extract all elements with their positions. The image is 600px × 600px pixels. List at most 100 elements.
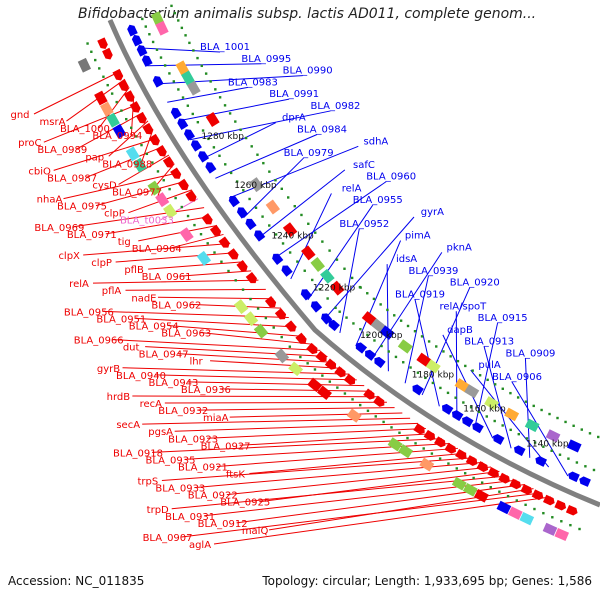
tick-dot [486,378,489,382]
gene-label-msra[interactable]: msrA [40,117,66,128]
tick-dot [170,4,173,8]
gene-label-bla-0912[interactable]: BLA_0912 [198,519,248,530]
gene-label-bla-0966[interactable]: BLA_0966 [74,336,124,347]
gene-label-bla-0991[interactable]: BLA_0991 [269,89,319,100]
gene-label-bla-0940[interactable]: BLA_0940 [116,371,166,382]
gene-label-clpp[interactable]: clpP [104,209,125,220]
gene-label-bla-0995[interactable]: BLA_0995 [241,54,291,65]
gene-label-bla-0923[interactable]: BLA_0923 [168,434,218,445]
gene-label-malq[interactable]: malQ [242,526,269,537]
gene-label-bla-0906[interactable]: BLA_0906 [492,372,542,383]
gene-label-bla-0933[interactable]: BLA_0933 [155,484,205,495]
gene-label-bla-0969[interactable]: BLA_0969 [34,223,84,234]
gene-label-bla-0979[interactable]: BLA_0979 [284,148,334,159]
gene-label-rela-spot[interactable]: relA/spoT [439,301,487,312]
gene-label-dapb[interactable]: dapB [447,325,473,336]
gene-block [361,311,377,326]
gene-label-bla-0983[interactable]: BLA_0983 [228,77,278,88]
gene-label-bla-0907[interactable]: BLA_0907 [143,533,193,544]
gene-label-bla-t0033[interactable]: BLA_t0033 [120,216,174,227]
gene-label-bla-0956[interactable]: BLA_0956 [64,307,114,318]
gene-label-pfla[interactable]: pflA [102,286,122,297]
gene-label-bla-0927[interactable]: BLA_0927 [201,441,251,452]
gene-label-tig[interactable]: tig [118,237,131,248]
gene-label-bla-0989[interactable]: BLA_0989 [37,145,87,156]
gene-label-rela[interactable]: relA [69,279,89,290]
gene-label-dpra[interactable]: dprA [282,113,306,124]
gene-label-idsa[interactable]: idsA [396,254,417,265]
gene-label-bla-0977[interactable]: BLA_0977 [112,188,162,199]
gene-label-rela[interactable]: relA [342,183,362,194]
gene-label-bla-0988[interactable]: BLA_0988 [102,159,152,170]
gene-label-bla-0982[interactable]: BLA_0982 [310,101,360,112]
gene-label-bla-1001[interactable]: BLA_1001 [200,42,250,53]
gene-label-cbio[interactable]: cbiO [28,166,51,177]
gene-label-clpx[interactable]: clpX [58,251,80,262]
gene-arrow [218,236,230,248]
gene-label-reca[interactable]: recA [140,399,163,410]
gene-label-ftsk[interactable]: ftsK [226,470,245,481]
gene-label-trpd[interactable]: trpD [147,505,169,516]
gene-label-bla-0935[interactable]: BLA_0935 [146,455,196,466]
gene-label-bla-0920[interactable]: BLA_0920 [450,278,500,289]
gene-label-bla-0954[interactable]: BLA_0954 [129,321,179,332]
gene-label-bla-0918[interactable]: BLA_0918 [113,448,163,459]
gene-label-bla-0963[interactable]: BLA_0963 [161,329,211,340]
gene-label-bla-0931[interactable]: BLA_0931 [165,512,215,523]
gene-label-pula[interactable]: pulA [478,360,500,371]
gene-label-bla-0947[interactable]: BLA_0947 [139,350,189,361]
gene-label-bla-0925[interactable]: BLA_0925 [220,498,270,509]
gene-label-clpp[interactable]: clpP [91,258,112,269]
gene-label-bla-0943[interactable]: BLA_0943 [148,378,198,389]
gene-label-bla-0915[interactable]: BLA_0915 [478,313,528,324]
gene-arrow [531,489,544,501]
gene-label-bla-0936[interactable]: BLA_0936 [181,385,231,396]
gene-label-pgsa[interactable]: pgsA [148,427,173,438]
gene-label-bla-0994[interactable]: BLA_0994 [92,131,142,142]
gene-label-pap[interactable]: pap [85,152,104,163]
gene-label-bla-0987[interactable]: BLA_0987 [47,173,97,184]
gene-label-pkna[interactable]: pknA [447,242,472,253]
gene-label-gyrb[interactable]: gyrB [97,364,120,375]
gene-label-bla-0960[interactable]: BLA_0960 [366,172,416,183]
gene-label-trps[interactable]: trpS [138,477,159,488]
gene-label-bla-0990[interactable]: BLA_0990 [283,66,333,77]
gene-label-miaa[interactable]: miaA [203,413,229,424]
gene-label-cysd[interactable]: cysD [92,180,117,191]
gene-label-nade[interactable]: nadE [131,293,156,304]
gene-label-bla-0939[interactable]: BLA_0939 [408,266,458,277]
gene-label-hrdb[interactable]: hrdB [107,392,131,403]
gene-block [545,429,561,443]
gene-label-bla-0922[interactable]: BLA_0922 [188,491,238,502]
gene-label-bla-0984[interactable]: BLA_0984 [297,125,347,136]
gene-label-sdha[interactable]: sdhA [364,136,389,147]
gene-label-bla-0913[interactable]: BLA_0913 [464,337,514,348]
gene-block [132,157,147,173]
gene-label-dut[interactable]: dut [123,343,140,354]
gene-label-agla[interactable]: aglA [189,540,211,551]
gene-label-bla-0971[interactable]: BLA_0971 [67,230,117,241]
gene-label-safc[interactable]: safC [353,160,375,171]
gene-label-proc[interactable]: proC [18,138,41,149]
gene-label-gnd[interactable]: gnd [10,110,29,121]
gene-label-lhr[interactable]: lhr [189,357,203,368]
gene-label-bla-0975[interactable]: BLA_0975 [57,202,107,213]
gene-label-bla-0919[interactable]: BLA_0919 [395,290,445,301]
gene-label-bla-0952[interactable]: BLA_0952 [339,219,389,230]
gene-label-pima[interactable]: pimA [405,231,431,242]
gene-label-bla-0962[interactable]: BLA_0962 [151,300,201,311]
gene-label-gyra[interactable]: gyrA [421,207,444,218]
tick-dot [168,72,171,75]
gene-label-seca[interactable]: secA [116,420,140,431]
gene-label-nhaa[interactable]: nhaA [37,195,63,206]
gene-label-bla-0909[interactable]: BLA_0909 [505,348,555,359]
gene-label-bla-0932[interactable]: BLA_0932 [158,406,208,417]
gene-label-bla-0955[interactable]: BLA_0955 [353,195,403,206]
gene-label-pflb[interactable]: pflB [124,265,144,276]
gene-arrow [183,129,195,141]
gene-label-bla-1000[interactable]: BLA_1000 [60,124,110,135]
gene-label-bla-0951[interactable]: BLA_0951 [96,314,146,325]
gene-label-bla-0921[interactable]: BLA_0921 [178,462,228,473]
gene-label-bla-0964[interactable]: BLA_0964 [132,244,182,255]
gene-label-bla-0961[interactable]: BLA_0961 [142,272,192,283]
